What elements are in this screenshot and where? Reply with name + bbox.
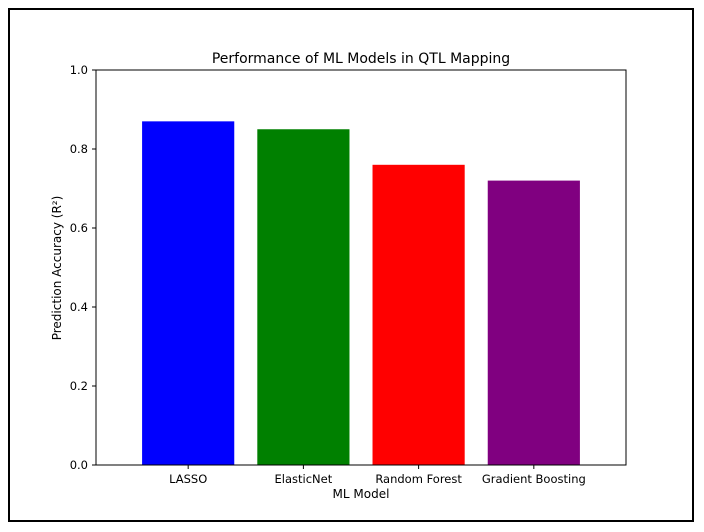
y-tick-label: 0.0 <box>70 458 88 472</box>
chart-title: Performance of ML Models in QTL Mapping <box>212 51 510 67</box>
x-tick-label: Random Forest <box>375 472 462 486</box>
x-tick-label: LASSO <box>169 472 207 486</box>
y-tick-label: 0.6 <box>70 221 88 235</box>
y-tick-label: 1.0 <box>70 63 88 77</box>
y-tick-label: 0.8 <box>70 142 88 156</box>
x-axis-title: ML Model <box>333 487 390 501</box>
bar-lasso <box>142 121 235 465</box>
plot-area: LASSO ElasticNet Random Forest Gradient Boo… <box>70 63 627 486</box>
y-tick-label: 0.4 <box>70 300 88 314</box>
bar-elasticnet <box>257 129 350 465</box>
bar-gradient-boosting <box>487 180 580 465</box>
x-tick-label: ElasticNet <box>275 472 333 486</box>
x-tick-label: Gradient Boosting <box>482 472 586 486</box>
plot-frame <box>95 69 627 466</box>
y-axis-title: Prediction Accuracy (R²) <box>50 196 64 341</box>
y-tick-label: 0.2 <box>70 379 88 393</box>
bar-random-forest <box>372 164 465 466</box>
